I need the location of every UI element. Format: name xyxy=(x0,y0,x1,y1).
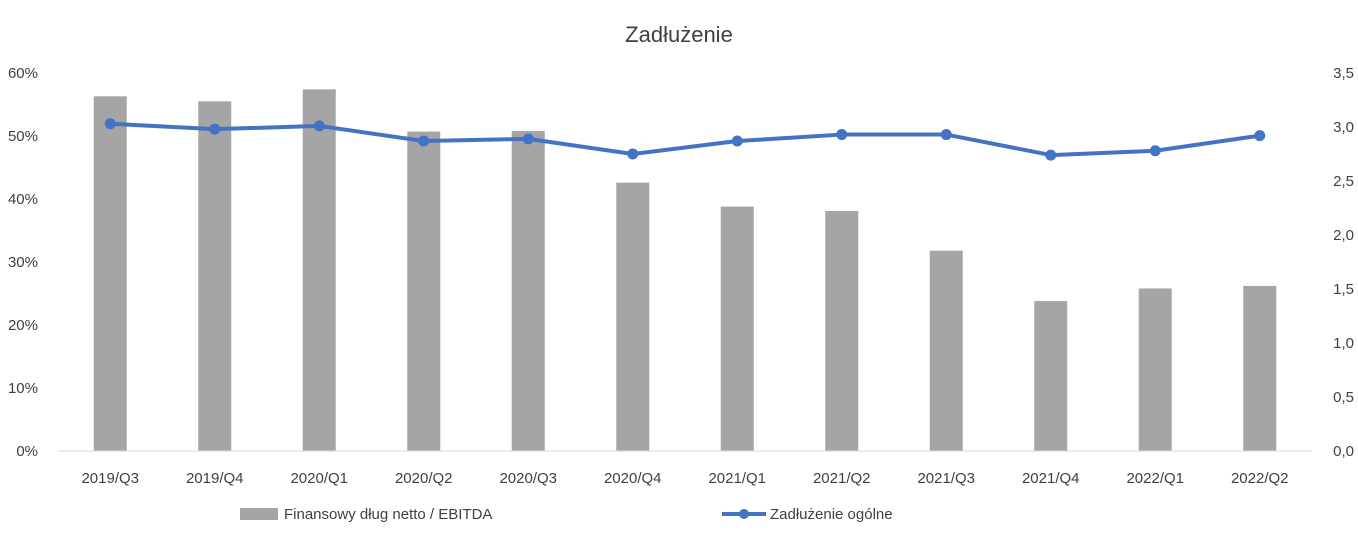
bar xyxy=(302,89,336,451)
left-tick-label: 50% xyxy=(8,128,38,145)
x-axis-tick-labels: 2019/Q3 2019/Q4 2020/Q1 2020/Q2 2020/Q3 2020/… xyxy=(81,470,1288,487)
right-tick-label: 0,5 xyxy=(1333,389,1354,406)
x-tick-label: 2021/Q3 xyxy=(917,470,975,487)
line-point xyxy=(522,133,534,145)
left-tick-label: 60% xyxy=(8,65,38,82)
line-point xyxy=(418,135,430,147)
bar xyxy=(825,210,859,451)
x-tick-label: 2019/Q4 xyxy=(186,470,244,487)
left-tick-label: 10% xyxy=(8,380,38,397)
left-tick-label: 20% xyxy=(8,317,38,334)
right-tick-label: 0,0 xyxy=(1333,443,1354,460)
x-tick-label: 2021/Q2 xyxy=(813,470,871,487)
line-point xyxy=(1045,149,1057,161)
x-tick-label: 2021/Q4 xyxy=(1022,470,1080,487)
x-tick-label: 2020/Q1 xyxy=(290,470,348,487)
line-point xyxy=(104,118,116,130)
left-axis-tick-labels: 0% 10% 20% 30% 40% 50% 60% xyxy=(8,65,38,460)
legend-bar-label: Finansowy dług netto / EBITDA xyxy=(284,506,492,523)
line-point xyxy=(313,120,325,132)
bar-series xyxy=(93,89,1277,451)
right-tick-label: 2,5 xyxy=(1333,173,1354,190)
bar xyxy=(407,131,441,451)
bar xyxy=(1243,285,1277,451)
line-point xyxy=(940,129,952,141)
line-series xyxy=(104,118,1266,161)
right-tick-label: 1,5 xyxy=(1333,281,1354,298)
right-axis-tick-labels: 0,0 0,5 1,0 1,5 2,0 2,5 3,0 3,5 xyxy=(1333,65,1354,460)
x-tick-label: 2019/Q3 xyxy=(81,470,139,487)
bar xyxy=(93,96,127,451)
left-tick-label: 40% xyxy=(8,191,38,208)
line-point xyxy=(1254,130,1266,142)
line-point xyxy=(731,135,743,147)
legend: Finansowy dług netto / EBITDA Zadłużenie… xyxy=(240,506,893,523)
line-point xyxy=(627,148,639,160)
line-point xyxy=(209,123,221,135)
x-tick-label: 2022/Q1 xyxy=(1126,470,1184,487)
legend-bar-swatch xyxy=(240,508,278,520)
left-tick-label: 30% xyxy=(8,254,38,271)
legend-line-label: Zadłużenie ogólne xyxy=(770,506,893,523)
chart-title: Zadłużenie xyxy=(625,22,733,47)
x-tick-label: 2020/Q2 xyxy=(395,470,453,487)
right-tick-label: 3,5 xyxy=(1333,65,1354,82)
x-tick-label: 2022/Q2 xyxy=(1231,470,1289,487)
right-tick-label: 1,0 xyxy=(1333,335,1354,352)
x-tick-label: 2020/Q3 xyxy=(499,470,557,487)
bar xyxy=(929,250,963,451)
bar xyxy=(1138,288,1172,451)
bar xyxy=(198,101,232,451)
right-tick-label: 3,0 xyxy=(1333,119,1354,136)
right-tick-label: 2,0 xyxy=(1333,227,1354,244)
line-point xyxy=(1149,145,1161,157)
left-tick-label: 0% xyxy=(16,443,38,460)
line-path xyxy=(110,121,1261,158)
bar xyxy=(1034,301,1068,451)
bar xyxy=(616,182,650,451)
x-tick-label: 2020/Q4 xyxy=(604,470,662,487)
legend-line-marker xyxy=(739,509,749,519)
line-point xyxy=(836,129,848,141)
x-tick-label: 2021/Q1 xyxy=(708,470,766,487)
bar xyxy=(511,130,545,451)
bar xyxy=(720,206,754,451)
